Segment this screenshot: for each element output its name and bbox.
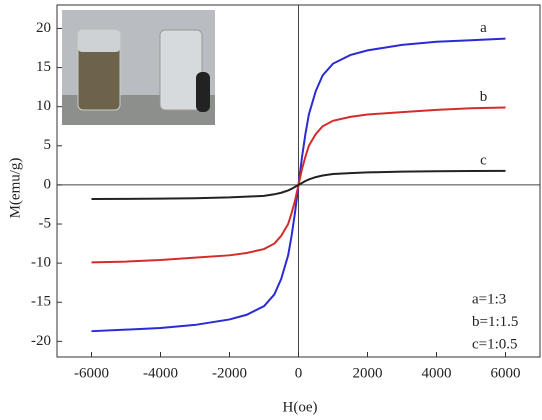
y-tick-label: -10 [31, 255, 51, 271]
inset-photo [62, 10, 215, 125]
series-line [91, 169, 506, 200]
y-tick-label: 5 [44, 137, 52, 153]
x-tick-label: -4000 [143, 365, 178, 381]
series-label: c [480, 152, 487, 168]
note: b=1:1.5 [472, 314, 518, 330]
y-tick-label: 10 [36, 98, 51, 114]
y-tick-label: -20 [31, 333, 51, 349]
x-tick-label: 0 [295, 365, 303, 381]
series-label: b [480, 89, 488, 105]
y-tick-label: -15 [31, 294, 51, 310]
x-tick-label: 6000 [491, 365, 521, 381]
y-axis-label: M(emu/g) [7, 158, 23, 219]
y-tick-label: 0 [44, 176, 52, 192]
x-tick-label: 2000 [353, 365, 383, 381]
y-tick-label: -5 [39, 215, 52, 231]
x-tick-label: -6000 [74, 365, 109, 381]
x-axis-label: H(oe) [283, 399, 318, 415]
y-tick-label: 15 [36, 59, 51, 75]
series-label: a [480, 20, 487, 36]
x-tick-label: -2000 [212, 365, 247, 381]
x-tick-label: 4000 [422, 365, 452, 381]
y-tick-label: 20 [36, 20, 51, 36]
note: a=1:3 [472, 291, 506, 307]
note: c=1:0.5 [472, 336, 518, 352]
